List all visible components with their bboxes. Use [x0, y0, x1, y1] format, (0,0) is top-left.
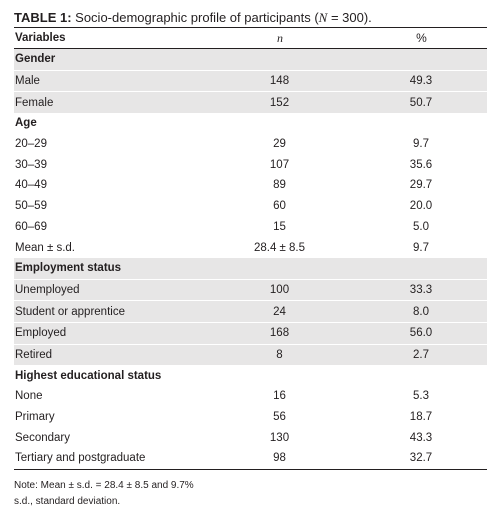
row-percent-value: 9.7	[413, 241, 429, 254]
section-header-row: Age	[14, 113, 487, 134]
table-row: 20–29 29 9.7	[14, 134, 487, 155]
section-title: Highest educational status	[15, 369, 162, 382]
row-percent-value: 5.0	[413, 220, 429, 233]
table-row: Employed 168 56.0	[14, 322, 487, 345]
row-percent-value: 43.3	[409, 431, 433, 444]
row-percent-value: 33.3	[355, 279, 487, 302]
table-row: 40–49 89 29.7	[14, 175, 487, 196]
table-row: 30–39 107 35.6	[14, 154, 487, 175]
row-percent-value: 29.7	[409, 179, 433, 192]
row-percent-value: 18.7	[409, 411, 433, 424]
row-n-value: 107	[269, 158, 290, 171]
caption-label: TABLE 1:	[14, 10, 72, 25]
row-n-value: 15	[273, 220, 286, 233]
row-label: Student or apprentice	[14, 300, 204, 323]
table-row: Secondary 130 43.3	[14, 427, 487, 448]
section-header-row: Gender	[14, 48, 487, 71]
note-line: Note: Mean ± s.d. = 28.4 ± 8.5 and 9.7%	[14, 479, 194, 491]
table-caption: TABLE 1: Socio-demographic profile of pa…	[14, 9, 487, 27]
section-title: Gender	[14, 48, 487, 71]
table-row: 50–59 60 20.0	[14, 196, 487, 217]
row-n-value: 148	[204, 70, 355, 93]
row-label: 50–59	[15, 200, 47, 213]
section-header-row: Highest educational status	[14, 365, 487, 386]
row-percent-value: 2.7	[355, 344, 487, 366]
table-row: Unemployed 100 33.3	[14, 279, 487, 302]
table-row: None 16 5.3	[14, 386, 487, 407]
table-figure: TABLE 1: Socio-demographic profile of pa…	[14, 9, 487, 510]
row-label: 40–49	[15, 179, 47, 192]
table-row: Primary 56 18.7	[14, 407, 487, 428]
row-n-value: 130	[269, 431, 290, 444]
row-n-value: 24	[204, 300, 355, 323]
row-label: Female	[14, 91, 204, 114]
header-variables: Variables	[15, 32, 66, 44]
table-row: Tertiary and postgraduate 98 32.7	[14, 448, 487, 470]
caption-text: Socio-demographic profile of participant…	[71, 10, 319, 25]
row-label: Mean ± s.d.	[15, 241, 76, 254]
row-label: Employed	[14, 322, 204, 345]
table-row: Male 148 49.3	[14, 70, 487, 93]
row-percent-value: 56.0	[355, 322, 487, 345]
row-n-value: 100	[204, 279, 355, 302]
row-percent-value: 35.6	[409, 158, 433, 171]
row-n-value: 8	[204, 344, 355, 366]
row-n-value: 16	[273, 390, 286, 403]
row-percent-value: 49.3	[355, 70, 487, 93]
caption-n-symbol: N	[318, 10, 328, 25]
row-n-value: 28.4 ± 8.5	[253, 241, 306, 254]
header-percent: %	[416, 31, 427, 45]
row-label: 20–29	[15, 138, 47, 151]
table-body: Gender Male 148 49.3 Female 152 50.7 Age 20–29 29…	[14, 48, 487, 470]
row-n-value: 56	[273, 411, 286, 424]
row-percent-value: 32.7	[355, 448, 487, 470]
row-label: 60–69	[15, 220, 47, 233]
row-n-value: 98	[204, 448, 355, 470]
table-notes: Note: Mean ± s.d. = 28.4 ± 8.5 and 9.7% …	[14, 478, 487, 510]
row-n-value: 60	[273, 200, 286, 213]
row-percent-value: 50.7	[355, 91, 487, 114]
row-label: Tertiary and postgraduate	[14, 448, 204, 470]
table-row: Female 152 50.7	[14, 91, 487, 114]
row-percent-value: 20.0	[409, 200, 433, 213]
row-label: Retired	[14, 344, 204, 366]
header-row: Variables n %	[14, 27, 487, 49]
row-label: None	[15, 390, 43, 403]
table-row: 60–69 15 5.0	[14, 217, 487, 238]
header-n: n	[277, 30, 283, 45]
row-percent-value: 5.3	[413, 390, 429, 403]
row-n-value: 29	[273, 138, 286, 151]
row-percent-value: 9.7	[413, 138, 429, 151]
row-n-value: 152	[204, 91, 355, 114]
section-header-row: Employment status	[14, 257, 487, 280]
table-row: Student or apprentice 24 8.0	[14, 300, 487, 323]
table-row: Mean ± s.d. 28.4 ± 8.5 9.7	[14, 237, 487, 258]
note-line: s.d., standard deviation.	[14, 495, 121, 507]
row-label: Secondary	[15, 431, 70, 444]
section-title: Age	[15, 117, 37, 130]
row-percent-value: 8.0	[355, 300, 487, 323]
row-label: Male	[14, 70, 204, 93]
section-title: Employment status	[14, 257, 487, 280]
table-row: Retired 8 2.7	[14, 344, 487, 366]
row-label: Unemployed	[14, 279, 204, 302]
row-n-value: 168	[204, 322, 355, 345]
row-label: 30–39	[15, 158, 47, 171]
caption-text-end: = 300).	[327, 10, 372, 25]
row-n-value: 89	[273, 179, 286, 192]
demographics-table: Variables n % Gender Male 148 49.3 Female 152…	[14, 27, 487, 470]
row-label: Primary	[15, 411, 55, 424]
